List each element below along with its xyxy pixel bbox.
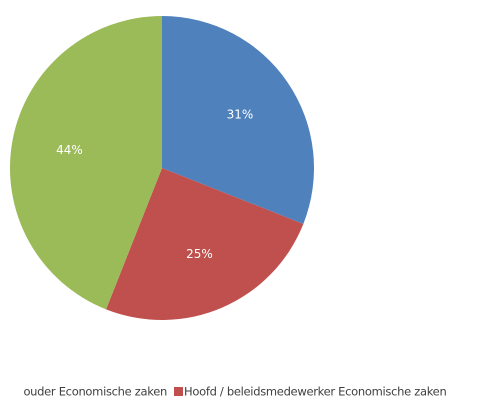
data-label: 44% [56,143,83,157]
pie-slice [9,15,163,310]
data-label: 25% [186,247,213,261]
legend-swatch [174,387,183,396]
pie-slice [106,168,304,320]
legend-label: ouder Economische zaken [23,385,167,399]
pie-slice [162,16,314,224]
legend-label: Hoofd / beleidsmedewerker Economische za… [184,385,446,399]
data-label: 31% [227,108,254,122]
